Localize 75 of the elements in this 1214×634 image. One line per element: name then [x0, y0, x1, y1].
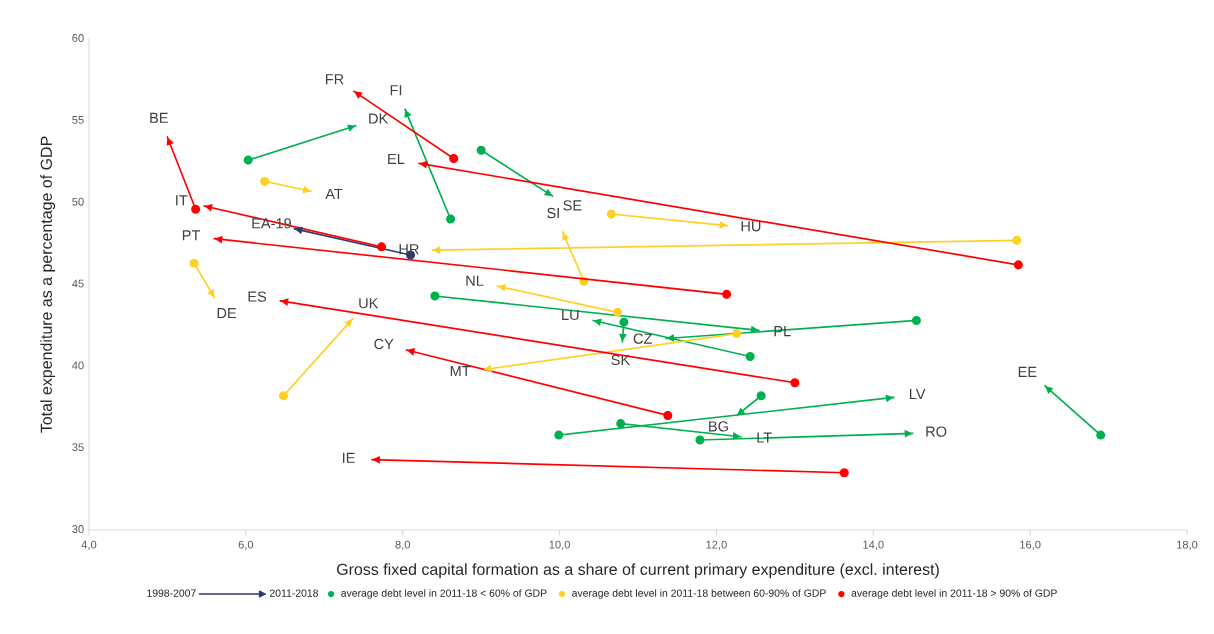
point — [619, 317, 629, 327]
data-label: DK — [369, 113, 389, 124]
text: 2011-2018 — [269, 589, 319, 597]
point — [732, 329, 742, 339]
point — [278, 391, 289, 401]
point — [377, 242, 387, 252]
y-tick-label: 50 — [72, 197, 84, 206]
point — [260, 176, 270, 186]
data-label: IE — [342, 452, 355, 463]
y-tick-label: 45 — [72, 279, 84, 288]
point — [1013, 260, 1023, 270]
data-label: BG — [709, 421, 728, 432]
data-label: FR — [325, 74, 344, 85]
point — [790, 378, 800, 388]
data-label: LU — [562, 309, 579, 321]
data-label: CY — [374, 338, 394, 350]
legend-label: average debt level in 2011-18 between 60-90% of GDP — [572, 589, 826, 599]
point — [663, 410, 673, 420]
y-tick-label: 55 — [72, 116, 84, 124]
data-label: HR — [399, 244, 419, 255]
point — [695, 435, 705, 445]
y-tick-label: 40 — [72, 361, 84, 370]
point — [756, 391, 766, 401]
point — [446, 214, 456, 224]
point — [449, 153, 459, 163]
y-tick-label: 30 — [72, 525, 84, 533]
x-tick-label: 18,0 — [1177, 540, 1198, 550]
y-axis-title: Total expenditure as a percentage of GDP — [40, 136, 56, 433]
data-label: SE — [563, 200, 582, 211]
point — [189, 258, 199, 268]
data-label: UK — [359, 298, 379, 309]
data-label: HU — [741, 221, 761, 232]
x-tick-label: 4,0 — [81, 540, 97, 550]
legend-label: average debt level in 2011-18 < 60% of GDP — [341, 589, 547, 599]
point — [613, 307, 623, 317]
data-label: EE — [1018, 366, 1037, 377]
y-tick-label: 35 — [72, 443, 84, 452]
data-label: MT — [450, 366, 471, 377]
data-label: SK — [611, 354, 630, 366]
data-label: LV — [909, 389, 926, 400]
data-label: ES — [248, 291, 267, 302]
point — [1012, 235, 1022, 245]
point — [554, 430, 564, 440]
data-label: FI — [390, 85, 402, 96]
data-label: IT — [176, 195, 188, 206]
data-label: SI — [547, 207, 559, 219]
legend-label: average debt level in 2011-18 > 90% of GDP — [851, 589, 1057, 599]
point — [722, 289, 732, 299]
data-label: RO — [926, 426, 947, 437]
y-tick-label: 60 — [72, 34, 84, 42]
point — [1096, 430, 1106, 440]
x-tick-label: 10,0 — [549, 540, 570, 550]
data-label: NL — [466, 275, 484, 286]
data-label: BE — [150, 112, 168, 123]
point — [606, 209, 616, 219]
point — [476, 145, 486, 155]
data-label: EL — [388, 153, 405, 164]
x-tick-label: 16,0 — [1020, 540, 1041, 550]
point — [616, 419, 626, 429]
x-tick-label: 12,0 — [706, 540, 727, 550]
text: 1998-2007 — [147, 589, 196, 597]
data-label: AT — [325, 188, 343, 200]
data-label: CZ — [633, 333, 652, 344]
data-label: PT — [182, 230, 200, 241]
x-tick-label: 14,0 — [863, 540, 884, 550]
data-label: DE — [217, 308, 237, 319]
point — [243, 155, 253, 165]
point — [911, 315, 921, 326]
point — [839, 468, 849, 478]
x-tick-label: 6,0 — [238, 540, 254, 550]
point — [745, 351, 755, 362]
point — [430, 291, 440, 301]
point — [191, 204, 201, 214]
x-tick-label: 8,0 — [395, 540, 410, 550]
x-axis-title: Gross fixed capital formation as a share of current primary expenditure (excl. interest) — [337, 563, 939, 579]
